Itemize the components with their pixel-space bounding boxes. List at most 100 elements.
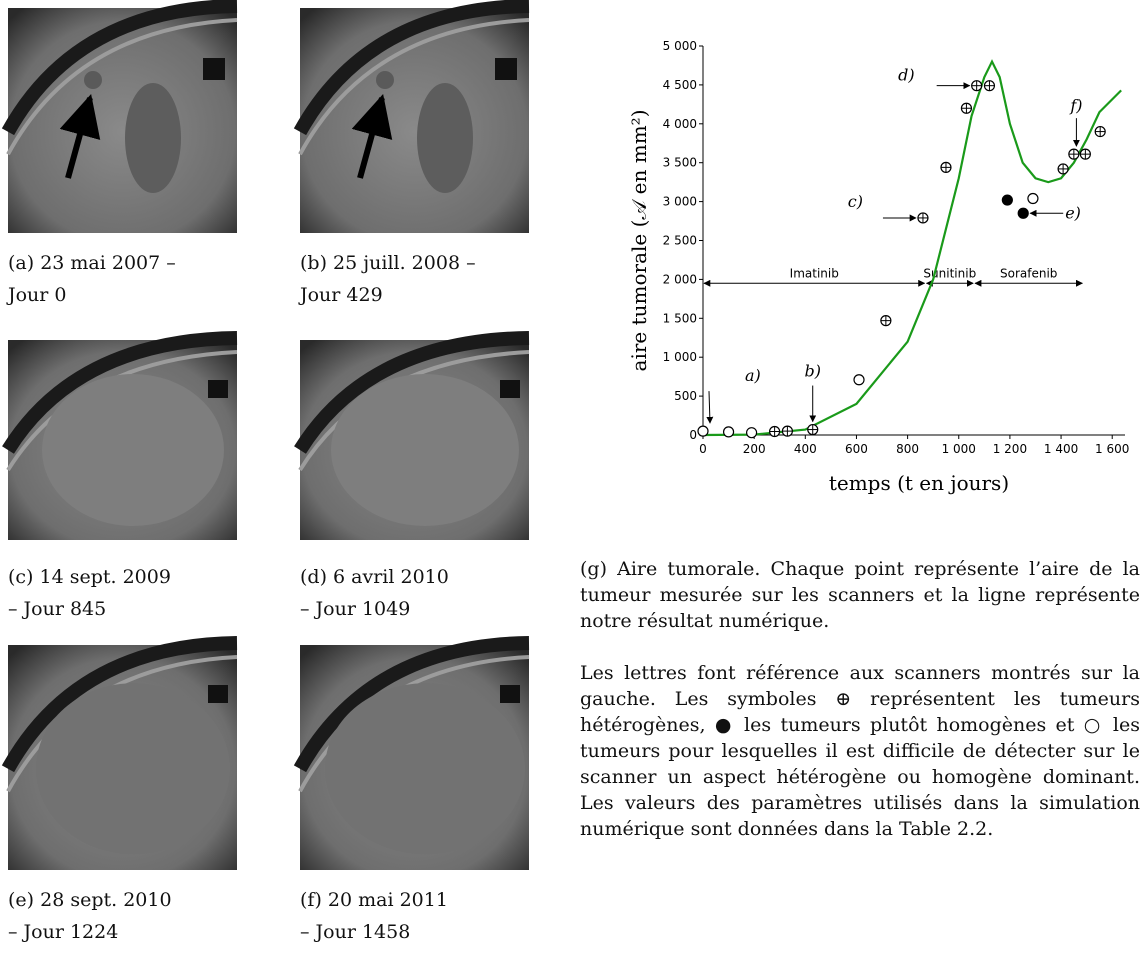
annotation-label: a) <box>745 366 761 385</box>
data-point <box>917 212 929 224</box>
marker <box>853 374 865 386</box>
bowel <box>208 380 228 398</box>
x-tick-label: 1 200 <box>993 442 1027 456</box>
organ <box>125 83 181 193</box>
data-point <box>1027 192 1039 205</box>
data-point <box>1094 125 1106 138</box>
scan-image <box>293 636 530 870</box>
data-point <box>807 423 819 436</box>
data-point <box>745 427 758 439</box>
model-curve <box>702 59 1122 437</box>
annotation-label: d) <box>898 66 914 85</box>
y-tick-label: 0 <box>689 428 697 442</box>
bowel <box>208 685 228 703</box>
bowel <box>495 58 517 80</box>
scan-rib <box>294 331 530 454</box>
data-point <box>880 315 892 327</box>
bowel <box>203 58 225 80</box>
annotation-label: e) <box>1065 203 1081 222</box>
bowel <box>500 380 520 398</box>
panel-caption: Jour 429 <box>298 284 383 306</box>
scan-image <box>1 0 238 233</box>
y-tick-label: 1 500 <box>663 311 697 325</box>
y-tick-label: 3 000 <box>663 195 697 209</box>
y-tick-label: 5 000 <box>663 39 697 53</box>
y-tick-label: 1 000 <box>663 350 697 364</box>
caption-title: (g) Aire tumorale. Chaque point représen… <box>580 558 1140 632</box>
x-tick-label: 800 <box>896 442 919 456</box>
treatment-label: Imatinib <box>790 266 839 280</box>
y-tick-label: 500 <box>674 389 697 403</box>
data-point <box>1001 194 1013 206</box>
annotation-label: f) <box>1069 96 1082 115</box>
x-tick-label: 200 <box>743 442 766 456</box>
data-point <box>983 80 996 92</box>
pointer-arrow <box>59 93 101 179</box>
panel-caption: (d) 6 avril 2010 <box>300 566 449 588</box>
data-point <box>722 426 735 438</box>
y-tick-label: 4 000 <box>663 117 697 131</box>
panel-caption: (b) 25 juill. 2008 – <box>300 252 476 274</box>
scan-image <box>2 331 238 540</box>
x-tick-label: 1 400 <box>1044 442 1078 456</box>
marker <box>722 426 735 438</box>
data-point <box>960 102 973 114</box>
panel-caption: Jour 0 <box>6 284 67 306</box>
marker <box>1027 192 1039 205</box>
annotation-label: b) <box>804 362 820 381</box>
pointer-arrow <box>351 93 393 179</box>
x-tick-label: 1 000 <box>942 442 976 456</box>
panel-caption: (a) 23 mai 2007 – <box>8 252 176 274</box>
panel-caption: (f) 20 mai 2011 <box>300 889 448 911</box>
scan-rib <box>293 0 530 136</box>
scan-rib <box>1 0 238 136</box>
lesion <box>376 71 394 89</box>
y-tick-label: 2 500 <box>663 234 697 248</box>
bowel <box>500 685 520 703</box>
x-axis-label: temps (t en jours) <box>829 471 1009 495</box>
y-tick-label: 4 500 <box>663 78 697 92</box>
data-point <box>1068 148 1080 160</box>
scan-image <box>1 636 238 870</box>
panel-caption: – Jour 845 <box>8 598 106 620</box>
panel-caption: (e) 28 sept. 2010 <box>8 889 172 911</box>
tumor <box>325 683 525 855</box>
data-point <box>940 161 952 173</box>
x-tick-label: 400 <box>794 442 817 456</box>
scan-rib-edge <box>298 18 530 156</box>
organ <box>417 83 473 193</box>
data-point <box>853 374 865 386</box>
data-point <box>697 425 709 437</box>
panel-caption: – Jour 1049 <box>300 598 410 620</box>
scan-bg <box>300 8 529 233</box>
data-point <box>769 425 781 438</box>
scan-rib <box>293 636 530 773</box>
x-tick-label: 1 600 <box>1095 442 1129 456</box>
panel-caption: – Jour 1458 <box>300 921 410 943</box>
scan-rib <box>2 331 238 454</box>
treatment-label: Sunitinib <box>923 266 976 280</box>
x-tick-label: 600 <box>845 442 868 456</box>
data-point <box>971 80 983 92</box>
tumor <box>331 374 519 526</box>
data-point <box>1057 163 1069 175</box>
panel-caption: – Jour 1224 <box>8 921 118 943</box>
data-point <box>781 425 794 437</box>
scan-rib-edge <box>6 18 238 156</box>
tumor <box>42 374 224 526</box>
scan-rib <box>1 636 238 773</box>
scan-bg <box>8 8 237 233</box>
annotation-arrow <box>706 391 714 424</box>
y-axis-label: aire tumorale (𝒜 en mm²) <box>627 110 651 372</box>
treatment-label: Sorafenib <box>1000 266 1057 280</box>
scan-image <box>294 331 530 540</box>
x-tick-label: 0 <box>699 442 707 456</box>
marker <box>1017 207 1029 219</box>
annotation-label: c) <box>848 192 863 211</box>
panel-caption: (c) 14 sept. 2009 <box>8 566 171 588</box>
marker <box>745 427 758 439</box>
marker <box>1001 194 1013 206</box>
marker <box>697 425 709 437</box>
